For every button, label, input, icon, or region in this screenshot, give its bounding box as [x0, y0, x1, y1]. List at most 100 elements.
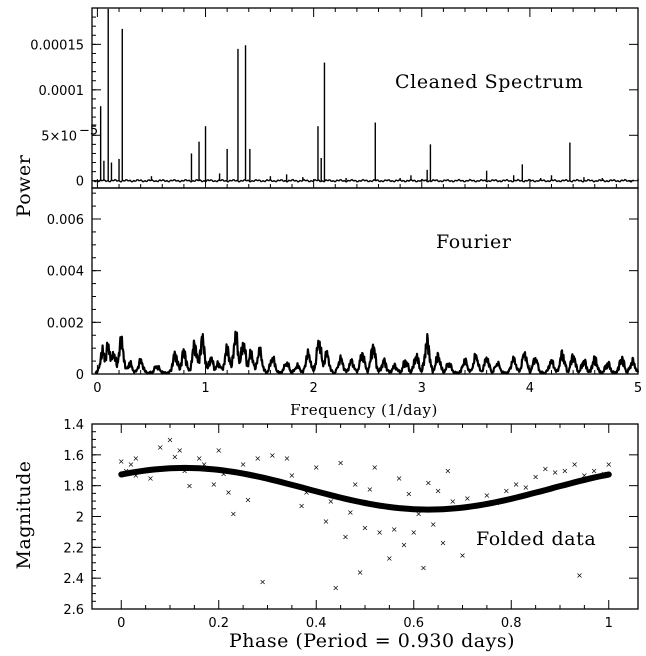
folded-data-point: ×	[430, 520, 437, 529]
fourier-ytick-label: 0	[76, 368, 84, 383]
phase-xtick-label: 0.6	[403, 616, 424, 631]
magnitude-ytick-label: 1.4	[63, 418, 84, 433]
folded-data-point: ×	[591, 466, 598, 475]
sinusoid-fit-curve	[118, 464, 612, 513]
folded-data-point: ×	[303, 488, 310, 497]
fourier-ytick-label: 0.004	[47, 265, 84, 280]
folded-data-point: ×	[167, 435, 174, 444]
folded-data-point: ×	[230, 509, 237, 518]
frequency-xtick-label: 0	[93, 381, 101, 396]
folded-data-point: ×	[523, 483, 530, 492]
folded-data-point: ×	[259, 577, 266, 586]
folded-data-point: ×	[435, 486, 442, 495]
folded-data-point: ×	[562, 466, 569, 475]
folded-data-point: ×	[269, 451, 276, 460]
fourier-axes	[91, 187, 639, 375]
frequency-xtick-label: 5	[634, 381, 642, 396]
cleaned-spectrum-axes	[91, 7, 639, 189]
folded-data-point: ×	[201, 460, 208, 469]
folded-data-point: ×	[367, 485, 374, 494]
phase-xtick-label: 1	[605, 616, 613, 631]
folded-data-point: ×	[484, 491, 491, 500]
cleaned-spectrum-baseline	[93, 178, 635, 183]
cleaned-spectrum-panel: 0 5×10 0.0001 0.00015 Cleaned Spectrum Powe…	[13, 7, 639, 217]
folded-data-point: ×	[128, 460, 135, 469]
magnitude-ytick-label: 1.8	[63, 480, 84, 495]
folded-data-point: ×	[513, 480, 520, 489]
frequency-xtick-label: 3	[418, 381, 426, 396]
folded-data-point: ×	[581, 471, 588, 480]
frequency-xtick-label: 1	[201, 381, 209, 396]
power-ytick-label: 0	[76, 175, 84, 190]
folded-data-point: ×	[176, 446, 183, 455]
cleaned-spectrum-annotation: Cleaned Spectrum	[395, 71, 584, 93]
folded-data-point: ×	[347, 508, 354, 517]
folded-data-point: ×	[289, 471, 296, 480]
folded-data-point: ×	[118, 457, 125, 466]
fourier-panel: 0 0.002 0.004 0.006 0 1 2 3 4 5 Fourier Frequenc…	[47, 187, 642, 419]
folded-data-point: ×	[605, 460, 612, 469]
folded-data-point: ×	[401, 540, 408, 549]
folded-data-point: ×	[220, 469, 227, 478]
fourier-ytick-label: 0.002	[47, 316, 84, 331]
folded-data-point: ×	[245, 496, 252, 505]
folded-data-point: ×	[464, 494, 471, 503]
folded-data-point: ×	[425, 479, 432, 488]
magnitude-ytick-label: 2.6	[63, 603, 84, 618]
folded-data-point: ×	[386, 554, 393, 563]
folded-data-point: ×	[240, 460, 247, 469]
folded-data-point: ×	[391, 525, 398, 534]
folded-data-point: ×	[211, 480, 218, 489]
folded-data-point: ×	[396, 474, 403, 483]
folded-data-point: ×	[298, 502, 305, 511]
folded-data-point: ×	[313, 463, 320, 472]
folded-data-point: ×	[284, 454, 291, 463]
power-ytick-label: 0.0001	[39, 84, 85, 99]
power-ytick-label: 0.00015	[30, 38, 84, 53]
folded-data-point: ×	[186, 482, 193, 491]
folded-data-point: ×	[133, 454, 140, 463]
folded-data-point: ×	[352, 480, 359, 489]
power-axis-label: Power	[13, 154, 35, 217]
folded-data-point: ×	[337, 459, 344, 468]
folded-data-point: ×	[225, 488, 232, 497]
folded-data-point: ×	[459, 551, 466, 560]
phase-xtick-label: 0	[117, 616, 125, 631]
folded-data-point: ×	[328, 497, 335, 506]
folded-data-point: ×	[157, 443, 164, 452]
folded-data-point: ×	[323, 517, 330, 526]
folded-data-point: ×	[503, 486, 510, 495]
folded-data-point: ×	[172, 452, 179, 461]
folded-data-point: ×	[440, 539, 447, 548]
fourier-ytick-label: 0.006	[47, 213, 84, 228]
folded-data-point: ×	[357, 568, 364, 577]
folded-data-point: ×	[362, 523, 369, 532]
magnitude-ytick-label: 1.6	[63, 449, 84, 464]
magnitude-ytick-label: 2.4	[63, 572, 84, 587]
frequency-axis-label: Frequency (1/day)	[290, 401, 438, 419]
magnitude-ytick-label: 2	[76, 511, 84, 526]
folded-data-point: ×	[371, 463, 378, 472]
fourier-annotation: Fourier	[436, 231, 512, 253]
folded-data-point: ×	[254, 454, 261, 463]
folded-data-point: ×	[571, 460, 578, 469]
folded-data-point: ×	[215, 446, 222, 455]
power-ytick-label: 5×10	[41, 129, 77, 144]
folded-data-point: ×	[449, 497, 456, 506]
phase-xtick-label: 0.4	[306, 616, 327, 631]
folded-data-point: ×	[147, 474, 154, 483]
frequency-xtick-label: 2	[310, 381, 318, 396]
folded-data-point: ×	[552, 468, 559, 477]
folded-data-panel: 1.4 1.6 1.8 2 2.2 2.4 2.6 0 0.2 0.4 0.6 0.8 1 × × × × ×…	[13, 418, 639, 652]
folded-data-point: ×	[420, 563, 427, 572]
folded-data-point: ×	[376, 528, 383, 537]
folded-data-point: ×	[410, 528, 417, 537]
folded-data-point: ×	[445, 466, 452, 475]
phase-xtick-label: 0.2	[208, 616, 229, 631]
fourier-spectrum-line	[94, 330, 640, 375]
magnitude-axis-label: Magnitude	[13, 460, 35, 569]
folded-data-point: ×	[133, 471, 140, 480]
folded-data-point: ×	[406, 489, 413, 498]
phase-axis-label: Phase (Period = 0.930 days)	[229, 630, 515, 652]
folded-data-point: ×	[576, 571, 583, 580]
